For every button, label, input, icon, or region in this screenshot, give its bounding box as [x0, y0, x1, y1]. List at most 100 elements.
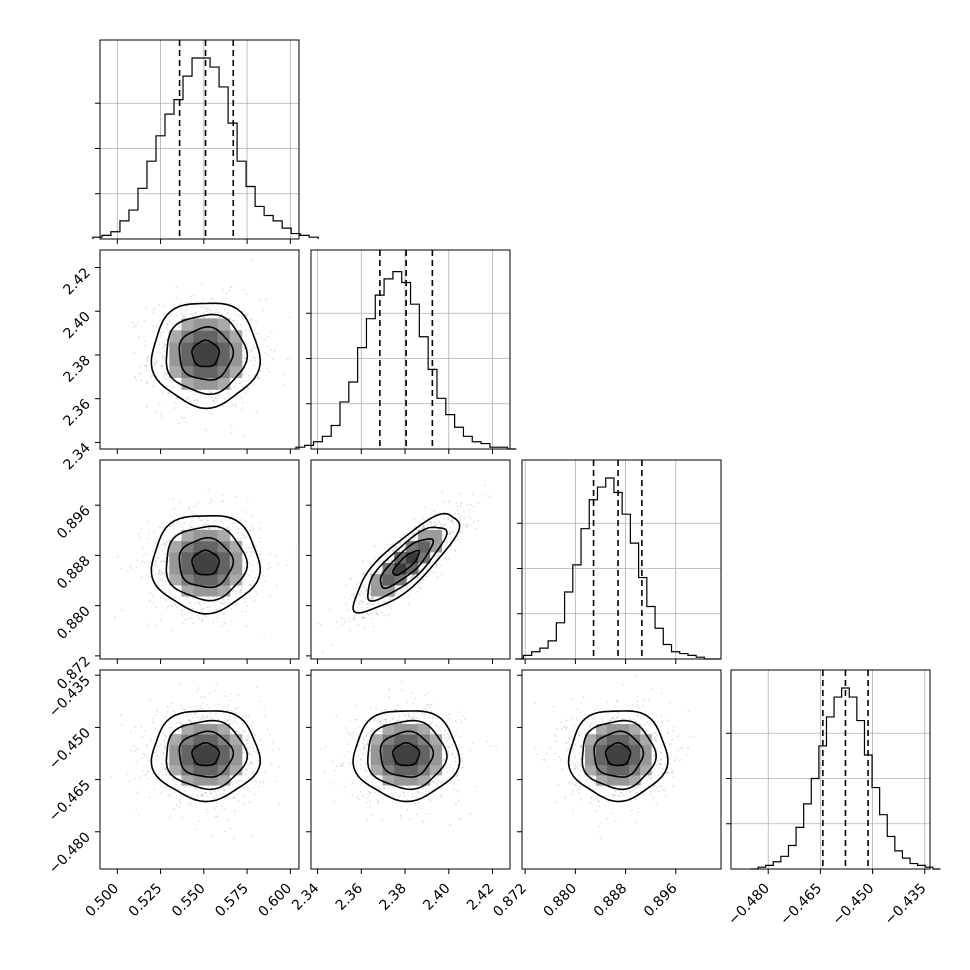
scatter-point — [454, 730, 457, 732]
density-cell — [394, 774, 407, 786]
scatter-point — [153, 562, 156, 565]
scatter-point — [160, 365, 163, 368]
density-cell — [406, 562, 419, 575]
scatter-point — [167, 332, 170, 334]
scatter-point — [373, 557, 376, 560]
scatter-point — [365, 590, 368, 593]
scatter-point — [209, 395, 212, 398]
scatter-point — [170, 524, 172, 527]
scatter-point — [372, 596, 375, 599]
scatter-point — [156, 563, 159, 566]
scatter-point — [245, 315, 248, 318]
scatter-point — [250, 761, 253, 764]
scatter-point — [199, 519, 202, 522]
scatter-point — [424, 790, 427, 793]
scatter-point — [251, 721, 254, 724]
scatter-point — [362, 600, 365, 603]
scatter-point — [145, 744, 148, 747]
scatter-point — [381, 611, 383, 614]
scatter-point — [223, 788, 226, 791]
scatter-point — [413, 525, 416, 528]
scatter-point — [208, 721, 211, 724]
scatter-point — [354, 704, 357, 707]
scatter-point — [371, 781, 374, 784]
scatter-point — [165, 343, 167, 346]
scatter-point — [254, 359, 257, 361]
scatter-point — [161, 579, 164, 582]
scatter-point — [404, 546, 407, 549]
scatter-point — [455, 539, 457, 542]
scatter-point — [351, 794, 354, 797]
scatter-point — [180, 523, 183, 526]
scatter-point — [190, 803, 192, 806]
scatter-point — [268, 562, 270, 565]
density-cell — [406, 744, 419, 756]
scatter-point — [258, 785, 260, 788]
scatter-point — [417, 802, 420, 804]
scatter-point — [400, 785, 403, 788]
scatter-point — [417, 790, 419, 793]
scatter-point — [167, 763, 170, 765]
scatter-point — [163, 542, 166, 544]
scatter-point — [178, 721, 181, 724]
scatter-point — [220, 804, 223, 807]
scatter-point — [361, 603, 363, 606]
scatter-point — [276, 584, 278, 587]
density-cell — [181, 774, 194, 786]
scatter-point — [199, 603, 202, 606]
scatter-point — [201, 793, 204, 795]
scatter-point — [247, 388, 250, 391]
panel-contents — [316, 484, 491, 653]
scatter-point — [234, 386, 237, 388]
scatter-point — [454, 550, 457, 552]
scatter-point — [163, 376, 166, 379]
scatter-point — [217, 789, 219, 792]
scatter-point — [243, 435, 245, 438]
scatter-point — [158, 526, 161, 529]
contour-level-0 — [191, 549, 221, 576]
scatter-point — [255, 749, 258, 752]
scatter-point — [132, 321, 135, 324]
scatter-point — [444, 767, 447, 770]
density-cell — [229, 754, 243, 766]
scatter-point — [375, 786, 378, 789]
scatter-point — [250, 318, 253, 320]
scatter-point — [166, 762, 169, 764]
density-cell — [394, 744, 407, 756]
scatter-point — [377, 801, 380, 803]
scatter-point — [251, 569, 253, 572]
scatter-point — [217, 311, 220, 314]
scatter-point — [250, 590, 253, 593]
scatter-point — [253, 793, 256, 796]
scatter-point — [194, 787, 197, 789]
scatter-point — [236, 323, 239, 326]
scatter-point — [362, 616, 364, 618]
scatter-point — [352, 596, 355, 599]
scatter-point — [174, 595, 177, 598]
scatter-point — [448, 717, 451, 720]
scatter-point — [129, 565, 132, 568]
scatter-point — [341, 764, 344, 767]
scatter-point — [282, 373, 285, 375]
scatter-point — [259, 522, 262, 525]
scatter-point — [194, 602, 197, 605]
scatter-point — [460, 721, 463, 724]
density-cell — [181, 318, 194, 331]
scatter-point — [429, 520, 432, 523]
scatter-point — [178, 789, 181, 791]
scatter-point — [396, 704, 399, 707]
scatter-point — [215, 801, 218, 804]
scatter-point — [187, 508, 190, 511]
scatter-point — [236, 721, 238, 724]
scatter-point — [428, 563, 431, 566]
scatter-point — [164, 557, 167, 560]
scatter-point — [121, 609, 124, 612]
scatter-point — [564, 797, 567, 800]
scatter-point — [447, 745, 450, 748]
scatter-point — [193, 294, 196, 297]
scatter-point — [190, 526, 193, 528]
scatter-point — [387, 612, 390, 615]
scatter-point — [245, 380, 248, 383]
scatter-point — [231, 538, 234, 541]
scatter-point — [161, 585, 164, 588]
